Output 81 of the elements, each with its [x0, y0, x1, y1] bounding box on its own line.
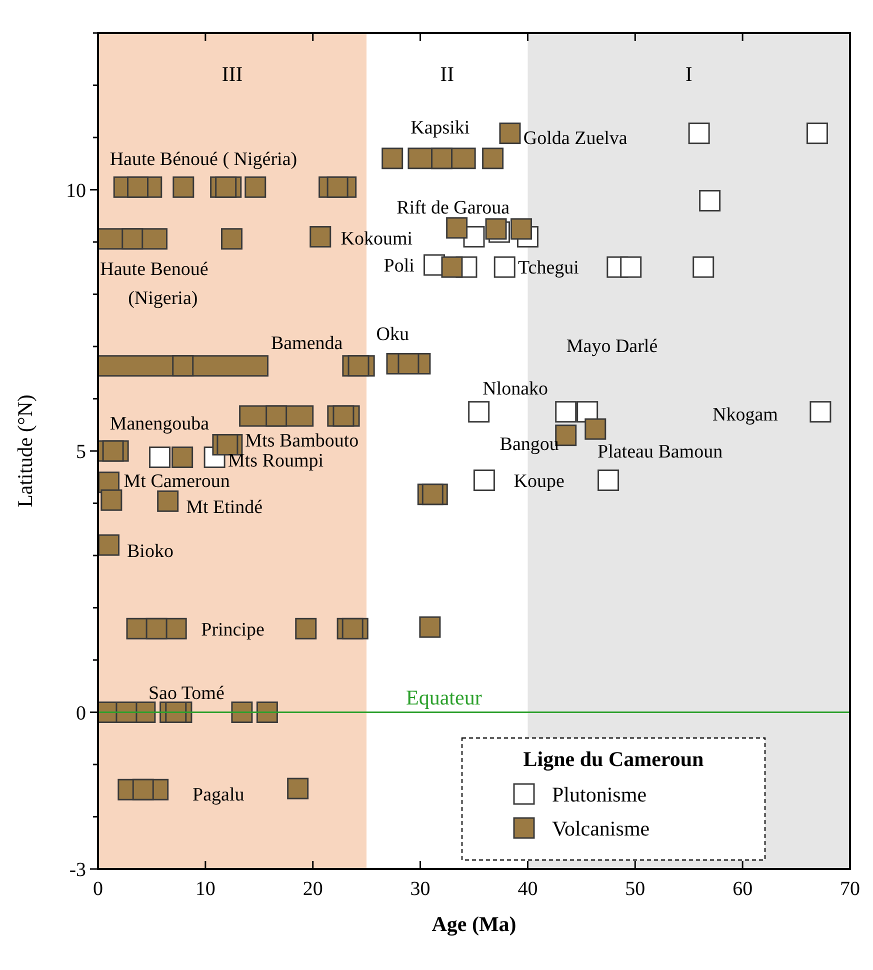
x-tick-label: 60 — [732, 878, 753, 900]
x-tick-label: 70 — [840, 878, 860, 900]
point — [419, 616, 441, 638]
band-label: I — [685, 62, 692, 86]
annotation: Pagalu — [192, 784, 245, 806]
point — [231, 702, 253, 723]
point — [146, 618, 168, 640]
annotation: Manengouba — [110, 413, 210, 434]
x-tick-label: 20 — [302, 878, 323, 900]
ref-line-label: Equateur — [406, 685, 482, 710]
point — [382, 148, 404, 170]
point — [266, 405, 288, 427]
annotation: Haute Benoué — [100, 258, 208, 280]
point — [499, 122, 521, 144]
y-tick-label: -3 — [69, 859, 86, 881]
annotation: Nlonako — [482, 378, 548, 400]
point — [98, 534, 120, 556]
annotation: Principe — [201, 619, 264, 640]
point — [287, 778, 309, 800]
annotation: Mt Etindé — [186, 497, 263, 518]
point — [244, 176, 266, 198]
x-tick-label: 10 — [195, 878, 216, 900]
annotation: Mts Bambouto — [245, 430, 359, 452]
annotation: Poli — [384, 256, 414, 277]
point — [688, 122, 710, 144]
point — [620, 256, 642, 278]
point — [172, 176, 194, 198]
annotation: Rift de Garoua — [396, 198, 510, 219]
point — [584, 418, 606, 440]
point — [221, 228, 242, 250]
point — [295, 618, 317, 640]
legend-title: Ligne du Cameroun — [523, 747, 704, 771]
x-tick-label: 0 — [93, 878, 103, 900]
annotation: Mts Roumpi — [228, 450, 324, 472]
x-axis-title: Age (Ma) — [432, 912, 516, 936]
band-label: II — [440, 62, 454, 86]
annotation: (Nigeria) — [128, 288, 198, 310]
annotation: Nkogam — [712, 404, 778, 426]
y-tick-label: 0 — [76, 702, 86, 724]
annotation: Mt Cameroun — [124, 470, 230, 492]
band-label: III — [222, 62, 243, 86]
point — [482, 148, 504, 170]
point — [100, 489, 122, 511]
annotation: Bangou — [500, 434, 560, 455]
annotation: Tchegui — [518, 258, 579, 279]
legend-label: Volcanisme — [552, 816, 650, 840]
point — [149, 446, 171, 468]
y-tick-label: 10 — [66, 180, 86, 202]
point — [555, 401, 577, 423]
annotation: Kapsiki — [410, 118, 470, 139]
x-tick-label: 50 — [625, 878, 646, 900]
x-tick-label: 40 — [518, 878, 538, 900]
x-tick-label: 30 — [410, 878, 430, 900]
annotation: Haute Bénoué ( Nigéria) — [110, 149, 298, 170]
annotation: Bamenda — [270, 332, 344, 354]
annotation: Oku — [376, 324, 410, 346]
point — [172, 355, 194, 377]
y-axis-title: Latitude (°N) — [13, 394, 37, 508]
point — [172, 446, 194, 468]
annotation: Golda Zuelva — [523, 128, 628, 150]
annotation: Plateau Bamoun — [598, 442, 724, 463]
point — [510, 218, 532, 240]
annotation: Sao Tomé — [148, 683, 224, 704]
point — [132, 778, 154, 800]
annotation: Koupe — [514, 470, 564, 492]
point — [310, 226, 332, 248]
point — [122, 228, 144, 250]
y-tick-label: 5 — [76, 441, 86, 463]
point — [256, 702, 278, 723]
point — [699, 190, 721, 212]
legend-label: Plutonisme — [552, 782, 647, 806]
point — [806, 122, 828, 144]
annotation: Kokoumi — [340, 228, 413, 250]
point — [157, 490, 179, 512]
point — [692, 256, 714, 278]
point — [598, 470, 620, 492]
point — [810, 401, 832, 423]
point — [441, 256, 463, 278]
annotation: Mayo Darlé — [566, 336, 658, 358]
point — [446, 217, 468, 239]
annotation: Bioko — [127, 540, 174, 562]
